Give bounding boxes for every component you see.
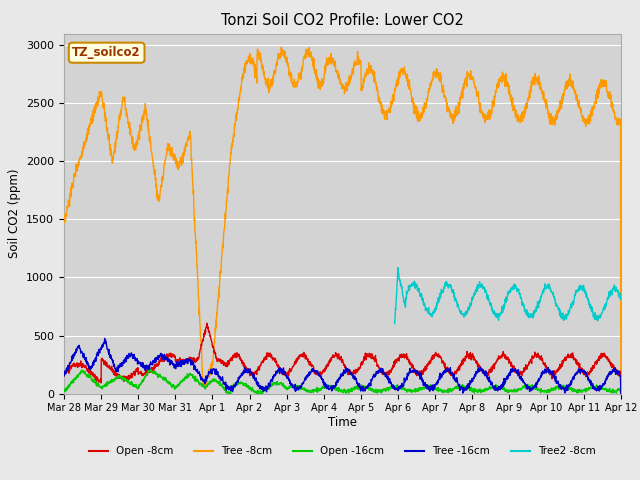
Text: TZ_soilco2: TZ_soilco2 <box>72 46 141 59</box>
X-axis label: Time: Time <box>328 416 357 429</box>
Title: Tonzi Soil CO2 Profile: Lower CO2: Tonzi Soil CO2 Profile: Lower CO2 <box>221 13 464 28</box>
Y-axis label: Soil CO2 (ppm): Soil CO2 (ppm) <box>8 169 20 258</box>
Legend: Open -8cm, Tree -8cm, Open -16cm, Tree -16cm, Tree2 -8cm: Open -8cm, Tree -8cm, Open -16cm, Tree -… <box>85 442 600 460</box>
